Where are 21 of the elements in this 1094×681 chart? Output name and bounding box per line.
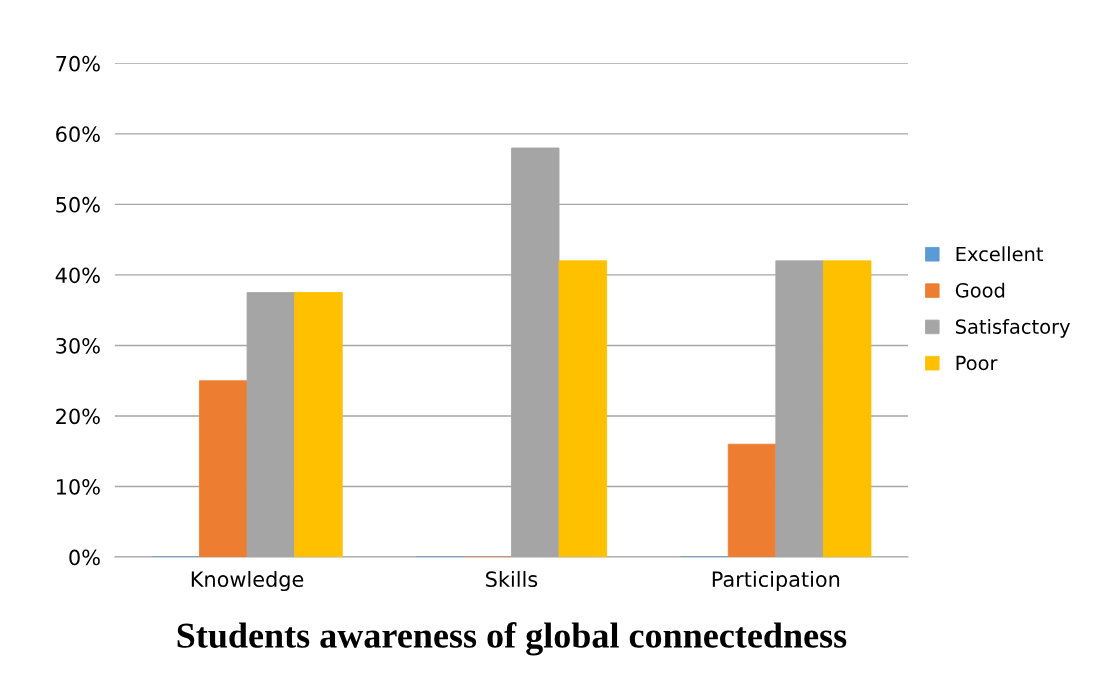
legend-label: Satisfactory bbox=[955, 318, 1070, 338]
bar bbox=[199, 380, 248, 558]
legend-label: Excellent bbox=[956, 246, 1044, 262]
x-tick-label: Participation bbox=[712, 570, 840, 592]
y-tick-label: 20% bbox=[56, 408, 100, 425]
text: Students awareness of global connectedness bbox=[177, 622, 847, 656]
y-tick-label: 60% bbox=[56, 126, 100, 143]
x-tick-label: Skills bbox=[486, 570, 538, 588]
x-tick-label: Knowledge bbox=[191, 570, 304, 592]
legend-label: Good bbox=[955, 282, 1005, 298]
bar bbox=[294, 292, 343, 558]
bar bbox=[727, 443, 777, 558]
legend-label: Poor bbox=[956, 355, 998, 371]
y-tick-label: 0% bbox=[69, 549, 100, 566]
bar bbox=[823, 260, 872, 558]
y-tick-label: 50% bbox=[56, 196, 100, 213]
y-tick-label: 30% bbox=[56, 337, 100, 354]
bar bbox=[558, 260, 608, 558]
y-tick-label: 40% bbox=[55, 267, 100, 284]
y-tick-label: 10% bbox=[56, 478, 100, 495]
y-tick-label: 70% bbox=[56, 55, 100, 72]
